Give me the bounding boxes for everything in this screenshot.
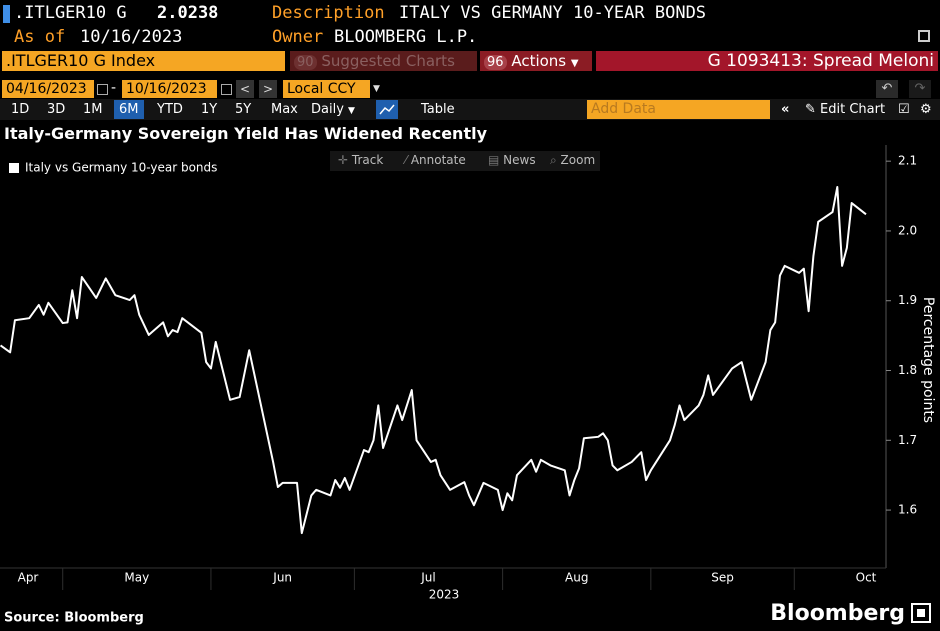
range-button[interactable]: YTD (157, 102, 183, 117)
table-button[interactable]: Table (421, 102, 455, 117)
menu-label: Actions (511, 52, 567, 70)
chart-title: Italy-Germany Sovereign Yield Has Widene… (4, 124, 487, 143)
redo-icon[interactable]: ↷ (909, 80, 931, 98)
x-tick-label: Sep (711, 571, 734, 585)
x-axis-label: 2023 (429, 588, 460, 602)
range-button[interactable]: 1Y (201, 102, 218, 117)
suggested-charts[interactable]: 90 Suggested Charts (290, 51, 477, 71)
icon (379, 104, 395, 115)
tool-label: Zoom (560, 153, 596, 167)
y-tick-label: 2.1 (898, 154, 917, 168)
pencil: ✎ (805, 102, 816, 117)
add-data-input[interactable]: Add Data (587, 100, 770, 119)
calendar-icon[interactable] (221, 84, 232, 95)
tool-label: News (503, 153, 536, 167)
owner-label: Owner (272, 27, 324, 47)
y-axis-label: Percentage points (920, 297, 936, 423)
legend-swatch (9, 163, 19, 173)
x-tick-label: May (124, 571, 149, 585)
tool-label: Track (351, 153, 384, 167)
icon-line (379, 104, 395, 115)
range-button[interactable]: 5Y (235, 102, 252, 117)
owner: BLOOMBERG L.P. (334, 27, 478, 47)
legend-label: Italy vs Germany 10-year bonds (25, 161, 217, 175)
range-button[interactable]: 3D (47, 102, 66, 117)
ticker-marker (3, 5, 10, 23)
menu-num: 90 (294, 55, 317, 70)
actions-menu[interactable]: 96 Actions ▼ (480, 51, 592, 71)
x-tick-label: Jun (272, 571, 292, 585)
range-button[interactable]: 1D (11, 102, 30, 117)
tool-label: Annotate (410, 153, 466, 167)
y-tick-label: 1.8 (898, 363, 917, 377)
settings-icon[interactable]: ⚙ (920, 102, 932, 117)
frequency: Daily (311, 102, 344, 117)
dropdown-arrow[interactable]: ▼ (373, 84, 380, 94)
source: Source: Bloomberg (4, 611, 144, 626)
series-line (0, 185, 867, 535)
end-date[interactable]: 10/16/2023 (122, 80, 217, 98)
brand-logo-inner (917, 609, 925, 617)
undo-icon[interactable]: ↶ (876, 80, 898, 98)
x-tick-label: Aug (565, 571, 588, 585)
description: ITALY VS GERMANY 10-YEAR BONDS (399, 3, 707, 23)
menu-label: Suggested Charts (321, 52, 455, 70)
y-tick-label: 2.0 (898, 223, 917, 237)
axes: 1.6 1.7 1.8 1.9 2.0 2.1 Apr May Jun Jul Aug Sep Oct (18, 154, 917, 590)
x-tick-label: Oct (856, 571, 877, 585)
ticker: .ITLGER10 G (14, 3, 127, 23)
chart-tool[interactable]: ⁄ Annotate (405, 153, 466, 167)
edit-chart: Edit Chart (820, 102, 886, 117)
chart-tool[interactable]: ⌕ Zoom (550, 153, 595, 168)
tool-icon: ✛ (338, 153, 352, 167)
collapse-button[interactable]: « (781, 102, 790, 117)
dropdown-arrow: ▼ (570, 58, 579, 69)
range-button[interactable]: 1M (83, 102, 103, 117)
asof-label: As of (14, 27, 66, 47)
edit-chart-button[interactable]: ✎ Edit Chart (800, 100, 890, 119)
x-tick-label: Apr (18, 571, 39, 585)
security-input[interactable]: .ITLGER10 G Index (2, 51, 285, 71)
dropdown-arrow: ▼ (348, 106, 355, 116)
brand: Bloomberg (770, 601, 905, 626)
prev-button[interactable]: < (236, 80, 254, 98)
x-tick-label: Jul (420, 571, 435, 585)
start-date[interactable]: 04/16/2023 (2, 80, 94, 98)
next-button[interactable]: > (259, 80, 277, 98)
chart-name: G 1093413: Spread Meloni (596, 51, 938, 71)
chart-type-icon[interactable] (376, 100, 398, 119)
range-button[interactable]: Max (271, 102, 298, 117)
frequency-menu[interactable]: Daily ▼ (306, 100, 360, 119)
plot-area (0, 185, 867, 535)
calendar-icon[interactable] (97, 84, 108, 95)
description-label: Description (272, 3, 385, 23)
edit-icon[interactable]: ☑ (898, 102, 910, 117)
y-tick-label: 1.6 (898, 503, 917, 517)
date-dash: - (111, 80, 117, 96)
chart-toolbar (330, 151, 600, 171)
last-price: 2.0238 (157, 3, 219, 23)
chart-tool[interactable]: ▤ News (488, 153, 536, 167)
y-tick-label: 1.7 (898, 433, 917, 447)
tool-icon: ▤ (488, 153, 504, 167)
brand-logo (911, 603, 931, 623)
tool-icon: ⁄ (405, 153, 411, 167)
currency-input[interactable]: Local CCY (283, 80, 370, 98)
y-tick-label: 1.9 (898, 293, 917, 307)
chart-tool[interactable]: ✛ Track (338, 153, 383, 167)
asof: 10/16/2023 (80, 27, 183, 47)
window-icon[interactable] (918, 30, 930, 42)
tool-icon: ⌕ (550, 153, 561, 167)
menu-num: 96 (484, 55, 507, 70)
range-button[interactable]: 6M (114, 100, 144, 119)
